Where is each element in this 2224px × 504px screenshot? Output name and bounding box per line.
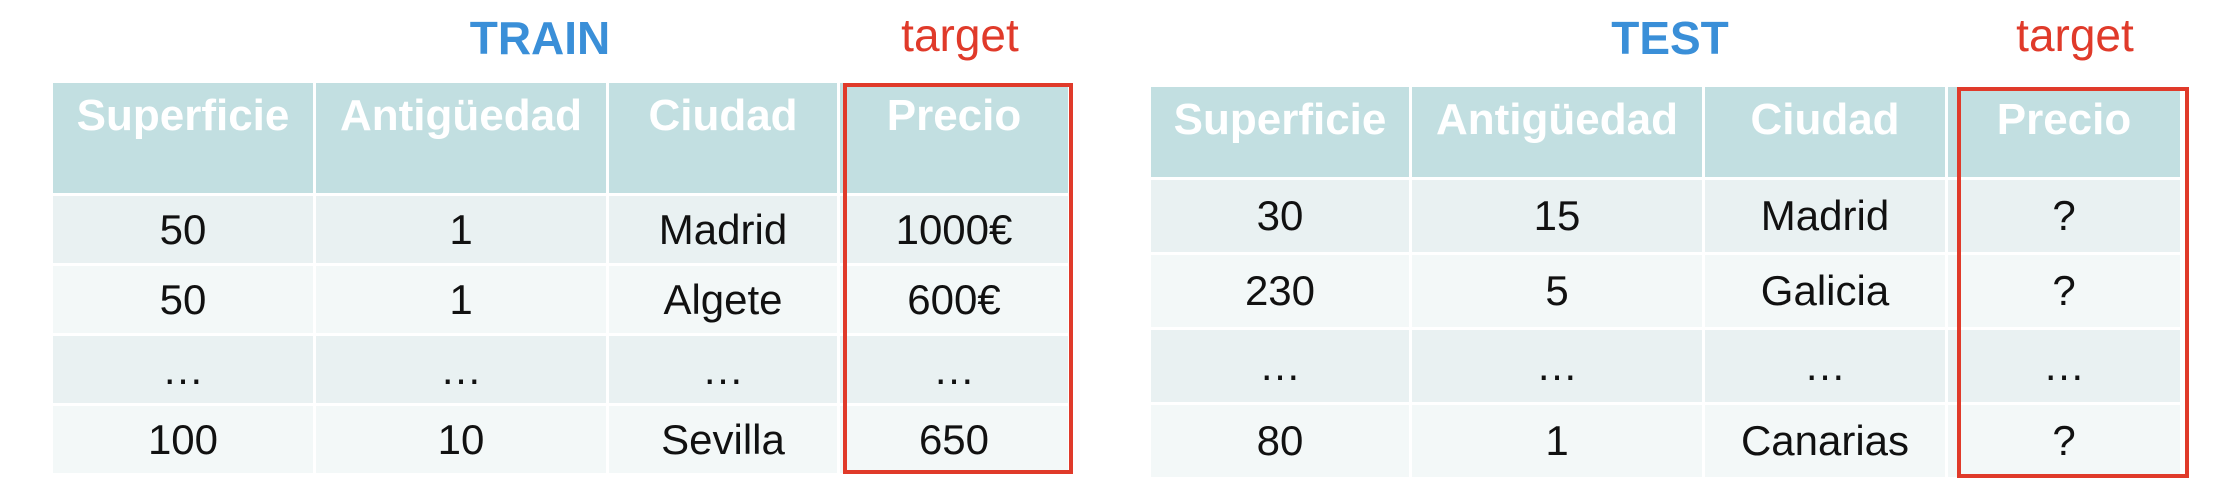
table-cell: 100 — [53, 406, 313, 473]
table-cell: 1 — [316, 196, 606, 263]
table-cell: 10 — [316, 406, 606, 473]
table-cell: 30 — [1151, 180, 1409, 252]
table-cell: 600€ — [840, 266, 1068, 333]
table-cell: 5 — [1412, 255, 1702, 327]
table-row: 230 5 Galicia ? — [1151, 255, 2180, 327]
table-cell: … — [1151, 330, 1409, 402]
table-cell: 50 — [53, 266, 313, 333]
table-cell: Sevilla — [609, 406, 837, 473]
train-target-highlight — [843, 83, 1073, 474]
table-row: 80 1 Canarias ? — [1151, 405, 2180, 477]
table-cell: ? — [1948, 180, 2180, 252]
table-cell: 50 — [53, 196, 313, 263]
table-cell: Canarias — [1705, 405, 1945, 477]
table-cell: Madrid — [609, 196, 837, 263]
table-cell: 1 — [1412, 405, 1702, 477]
table-cell: 80 — [1151, 405, 1409, 477]
table-cell: … — [1948, 330, 2180, 402]
train-title: TRAIN — [469, 12, 611, 64]
train-col-ciudad: Ciudad — [609, 83, 837, 193]
table-cell: Algete — [609, 266, 837, 333]
train-target-label: target — [901, 9, 1019, 61]
table-cell: Madrid — [1705, 180, 1945, 252]
test-col-antiguedad: Antigüedad — [1412, 87, 1702, 177]
table-cell: 650 — [840, 406, 1068, 473]
test-col-precio: Precio — [1948, 87, 2180, 177]
table-row: 30 15 Madrid ? — [1151, 180, 2180, 252]
table-cell: … — [1412, 330, 1702, 402]
table-cell: 230 — [1151, 255, 1409, 327]
train-col-superficie: Superficie — [53, 83, 313, 193]
test-header-row: Superficie Antigüedad Ciudad Precio — [1151, 87, 2180, 177]
table-cell: … — [1705, 330, 1945, 402]
test-col-superficie: Superficie — [1151, 87, 1409, 177]
table-cell: 1000€ — [840, 196, 1068, 263]
table-cell: … — [609, 336, 837, 403]
test-title: TEST — [1611, 12, 1729, 64]
table-cell: … — [53, 336, 313, 403]
table-row: 50 1 Algete 600€ — [53, 266, 1068, 333]
table-cell: Galicia — [1705, 255, 1945, 327]
table-cell: 1 — [316, 266, 606, 333]
table-cell: ? — [1948, 255, 2180, 327]
table-cell: … — [316, 336, 606, 403]
train-header-row: Superficie Antigüedad Ciudad Precio — [53, 83, 1068, 193]
table-row: 100 10 Sevilla 650 — [53, 406, 1068, 473]
table-cell: … — [840, 336, 1068, 403]
table-cell: 15 — [1412, 180, 1702, 252]
table-cell: ? — [1948, 405, 2180, 477]
table-row: 50 1 Madrid 1000€ — [53, 196, 1068, 263]
test-table: Superficie Antigüedad Ciudad Precio 30 1… — [1148, 84, 2183, 480]
train-col-precio: Precio — [840, 83, 1068, 193]
train-col-antiguedad: Antigüedad — [316, 83, 606, 193]
table-row: … … … … — [1151, 330, 2180, 402]
train-table: Superficie Antigüedad Ciudad Precio 50 1… — [50, 80, 1071, 476]
table-row: … … … … — [53, 336, 1068, 403]
test-col-ciudad: Ciudad — [1705, 87, 1945, 177]
test-target-highlight — [1957, 87, 2189, 478]
test-target-label: target — [2016, 9, 2134, 61]
